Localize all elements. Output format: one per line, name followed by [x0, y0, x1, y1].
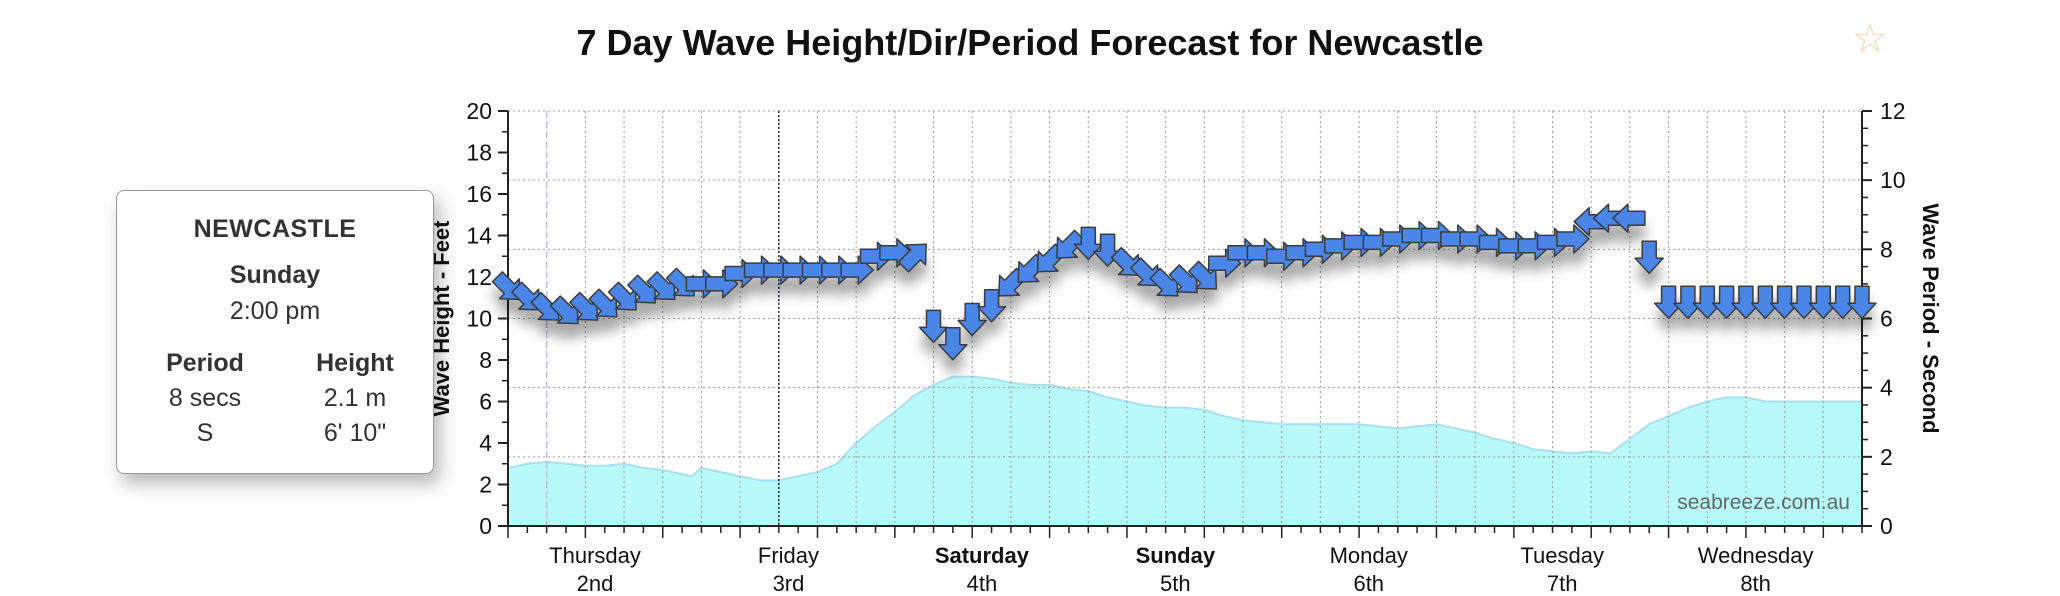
tooltip-height-feet: 6' 10"	[323, 419, 387, 447]
wave-direction-arrow	[1750, 285, 1781, 319]
tooltip-time: 2:00 pm	[229, 297, 321, 325]
right-axis-title: Wave Period - Second	[1918, 203, 1943, 433]
page-title: 7 Day Wave Height/Dir/Period Forecast fo…	[576, 22, 1484, 63]
x-axis-day-date: 3rd	[773, 571, 805, 596]
wave-direction-arrow	[897, 243, 927, 273]
star-icon[interactable]: ☆	[1852, 17, 1888, 61]
left-axis-tick-label: 18	[466, 140, 492, 166]
tooltip-direction: S	[196, 419, 214, 447]
right-axis-tick-label: 0	[1880, 513, 1893, 539]
x-axis-day-name: Monday	[1330, 543, 1408, 568]
wave-direction-arrow	[1612, 203, 1646, 233]
wave-direction-arrow	[1769, 285, 1800, 319]
left-axis-tick-label: 10	[466, 306, 492, 332]
left-axis-tick-label: 2	[479, 472, 492, 498]
x-axis-day-name: Tuesday	[1520, 543, 1604, 568]
wave-direction-arrow	[1168, 264, 1198, 294]
wave-direction-arrow	[1692, 285, 1723, 319]
forecast-tooltip: NEWCASTLE Sunday 2:00 pm Period 8 secs S…	[116, 190, 434, 474]
tooltip-period-value: 8 secs	[168, 384, 242, 412]
wave-direction-arrow	[1634, 240, 1664, 275]
wave-direction-arrow	[918, 309, 949, 344]
wave-direction-arrow	[1556, 224, 1590, 254]
wave-direction-arrow	[549, 295, 579, 325]
left-axis-tick-label: 20	[466, 98, 492, 124]
left-axis-tick-label: 14	[466, 223, 492, 249]
left-axis-tick-label: 4	[479, 430, 492, 456]
wave-direction-arrow	[627, 274, 657, 304]
wave-direction-arrow	[607, 281, 637, 311]
wave-direction-arrow	[569, 291, 599, 321]
x-axis-day-date: 4th	[967, 571, 998, 596]
wave-direction-arrow	[1808, 285, 1839, 319]
tooltip-period-header: Period	[166, 349, 244, 377]
tooltip-day: Sunday	[229, 261, 321, 289]
x-axis-day-date: 5th	[1160, 571, 1191, 596]
wave-direction-arrow	[1847, 285, 1877, 319]
right-axis-tick-label: 2	[1880, 444, 1893, 470]
x-axis-day-name: Thursday	[549, 543, 641, 568]
wave-direction-arrow	[588, 288, 618, 318]
left-axis-tick-label: 8	[479, 347, 492, 373]
wave-direction-arrow	[938, 326, 968, 361]
tooltip-location: NEWCASTLE	[193, 215, 357, 243]
wave-direction-arrow	[1827, 285, 1858, 319]
wave-direction-arrow	[1056, 229, 1086, 259]
left-axis-tick-label: 12	[466, 264, 492, 290]
x-axis-day-name: Friday	[758, 543, 819, 568]
x-axis-day-date: 6th	[1353, 571, 1384, 596]
wave-height-line	[507, 375, 1862, 482]
watermark: seabreeze.com.au	[1677, 491, 1850, 514]
left-axis-tick-label: 0	[479, 513, 492, 539]
wave-direction-arrow	[976, 288, 1007, 323]
right-axis-tick-label: 12	[1880, 98, 1906, 124]
x-axis-day-name: Saturday	[935, 543, 1030, 568]
tooltip-height-metres: 2.1 m	[323, 384, 387, 412]
tooltip-height-header: Height	[316, 349, 394, 377]
wave-direction-arrow	[1149, 267, 1179, 297]
wave-direction-arrow	[1653, 285, 1684, 319]
right-axis-tick-label: 4	[1880, 375, 1893, 401]
x-axis-day-date: 7th	[1547, 571, 1578, 596]
wave-direction-arrow	[957, 302, 987, 337]
wave-direction-arrow	[1711, 285, 1742, 319]
x-axis-day-date: 2nd	[577, 571, 614, 596]
left-axis-tick-label: 6	[479, 389, 492, 415]
x-axis-day-name: Sunday	[1136, 543, 1216, 568]
left-axis-tick-label: 16	[466, 181, 492, 207]
wave-height-area	[508, 376, 1862, 526]
right-axis-tick-label: 8	[1880, 236, 1893, 262]
wave-direction-arrow	[1731, 285, 1761, 319]
x-axis-day-date: 8th	[1740, 571, 1771, 596]
wave-direction-arrow	[646, 271, 676, 301]
wave-direction-arrow	[1187, 260, 1218, 290]
x-axis-day-name: Wednesday	[1698, 543, 1814, 568]
right-axis-tick-label: 6	[1880, 306, 1893, 332]
wave-direction-arrow	[1673, 285, 1703, 319]
right-axis-tick-label: 10	[1880, 167, 1906, 193]
wave-direction-arrow	[1789, 285, 1819, 319]
